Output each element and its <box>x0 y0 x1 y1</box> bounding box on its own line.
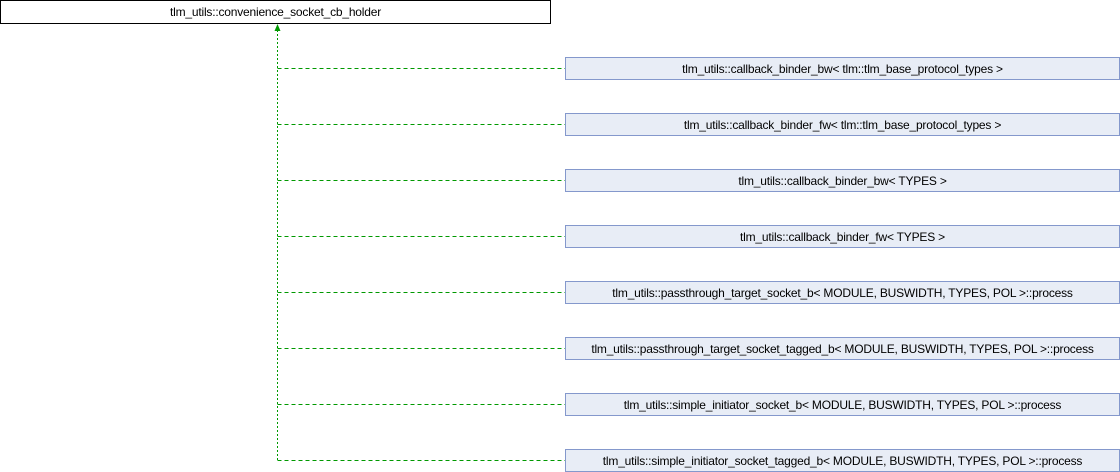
derived-class-node[interactable]: tlm_utils::simple_initiator_socket_b< MO… <box>565 393 1120 416</box>
derived-class-node[interactable]: tlm_utils::callback_binder_bw< tlm::tlm_… <box>565 57 1120 80</box>
derived-class-node[interactable]: tlm_utils::callback_binder_fw< TYPES > <box>565 225 1120 248</box>
derived-class-node[interactable]: tlm_utils::passthrough_target_socket_tag… <box>565 337 1120 360</box>
arrowhead-icon <box>274 24 281 31</box>
derived-class-node[interactable]: tlm_utils::simple_initiator_socket_tagge… <box>565 449 1120 472</box>
derived-class-node[interactable]: tlm_utils::callback_binder_fw< tlm::tlm_… <box>565 113 1120 136</box>
derived-class-node[interactable]: tlm_utils::passthrough_target_socket_b< … <box>565 281 1120 304</box>
base-class-node[interactable]: tlm_utils::convenience_socket_cb_holder <box>0 0 551 24</box>
derived-class-node[interactable]: tlm_utils::callback_binder_bw< TYPES > <box>565 169 1120 192</box>
